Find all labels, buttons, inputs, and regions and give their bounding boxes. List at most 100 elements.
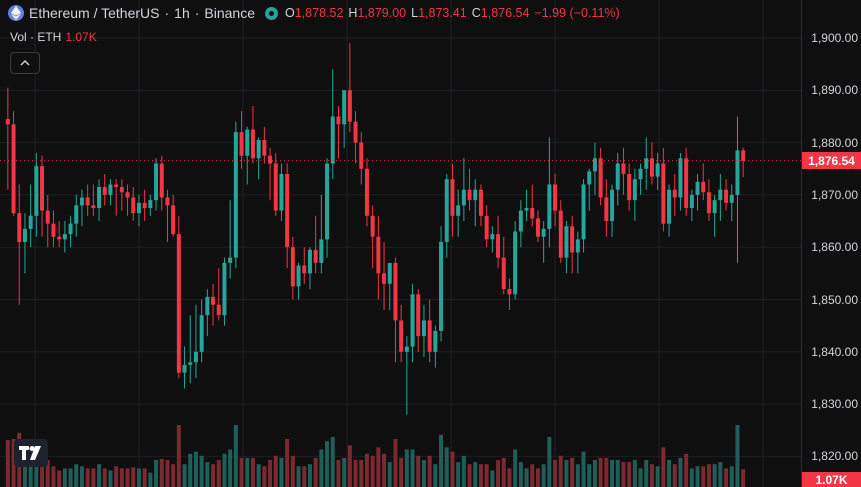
volume-bar xyxy=(119,468,124,487)
market-open-icon[interactable] xyxy=(265,6,278,20)
price-tick-label: 1,870.00 xyxy=(811,187,858,202)
volume-bar xyxy=(136,468,141,487)
volume-legend: Vol · ETH 1.07K xyxy=(10,30,97,44)
volume-bar xyxy=(627,462,632,487)
volume-bar xyxy=(108,470,113,487)
price-tick-label: 1,890.00 xyxy=(811,83,858,98)
volume-bar xyxy=(382,453,387,487)
candle-body xyxy=(205,296,210,316)
candle-body xyxy=(484,215,489,240)
volume-bar xyxy=(490,470,495,487)
candle-body xyxy=(347,90,352,122)
change-value: −1.99 (−0.11%) xyxy=(534,6,620,20)
candle-body xyxy=(393,262,398,321)
candle-body xyxy=(570,226,575,253)
volume-bar xyxy=(632,460,637,487)
candle-body xyxy=(136,202,141,214)
volume-bar xyxy=(285,439,290,487)
volume-bar xyxy=(439,434,444,487)
candle-body xyxy=(302,265,307,274)
candle-body xyxy=(79,197,84,206)
volume-bar xyxy=(695,466,700,487)
volume-bar xyxy=(610,460,615,487)
candle-body xyxy=(171,205,176,235)
volume-bar xyxy=(467,464,472,487)
volume-bar xyxy=(85,468,90,487)
price-tick-label: 1,860.00 xyxy=(811,240,858,255)
volume-bar xyxy=(91,468,96,487)
candle-body xyxy=(684,158,689,208)
candle-body xyxy=(741,150,746,161)
interval-label[interactable]: 1h xyxy=(174,5,190,21)
candle-body xyxy=(108,184,113,195)
volume-bar xyxy=(530,464,535,487)
volume-bar xyxy=(182,464,187,487)
candle-body xyxy=(610,189,615,222)
volume-bar xyxy=(689,468,694,487)
volume-bar xyxy=(325,441,330,487)
candle-body xyxy=(148,200,153,208)
candle-body xyxy=(421,320,426,337)
candle-body xyxy=(507,289,512,295)
candle-body xyxy=(467,189,472,201)
candle-body xyxy=(285,173,290,248)
candle-body xyxy=(68,223,73,235)
candle-body xyxy=(410,294,415,347)
candle-body xyxy=(530,207,535,219)
candle-body xyxy=(142,202,147,208)
volume-bar xyxy=(290,455,295,487)
volume-bar xyxy=(176,425,181,487)
candle-body xyxy=(615,163,620,190)
candle-body xyxy=(17,213,22,242)
price-tick-label: 1,850.00 xyxy=(811,292,858,307)
volume-bar xyxy=(729,466,734,487)
low-value: L1,873.41 xyxy=(411,6,467,20)
volume-bar xyxy=(393,439,398,487)
collapse-legend-button[interactable] xyxy=(10,52,40,74)
volume-bar xyxy=(22,456,27,487)
volume-bar xyxy=(518,462,523,487)
volume-bar xyxy=(114,466,119,487)
candle-body xyxy=(416,294,421,337)
symbol-name[interactable]: Ethereum / TetherUS xyxy=(29,5,160,21)
candle-body xyxy=(193,351,198,363)
candle-body xyxy=(22,228,27,242)
volume-bar xyxy=(667,460,672,487)
candle-body xyxy=(513,231,518,295)
volume-bar xyxy=(581,451,586,487)
candle-body xyxy=(444,179,449,242)
candle-body xyxy=(655,163,660,177)
candles xyxy=(5,43,746,415)
candle-body xyxy=(290,247,295,287)
volume-bar xyxy=(513,449,518,487)
candle-body xyxy=(587,171,592,185)
candle-body xyxy=(74,205,79,224)
volume-bar xyxy=(541,464,546,487)
volume-bar xyxy=(547,436,552,487)
volume-bar xyxy=(399,457,404,487)
volume-bar xyxy=(68,468,73,487)
candle-body xyxy=(695,181,700,195)
candle-body xyxy=(729,194,734,203)
candle-body xyxy=(199,315,204,352)
candle-body xyxy=(34,166,39,216)
volume-bar xyxy=(193,451,198,487)
volume-bar xyxy=(165,460,170,487)
candle-body xyxy=(131,197,136,214)
tradingview-logo-icon[interactable] xyxy=(14,439,48,467)
candle-body xyxy=(91,205,96,208)
volume-value: 1.07K xyxy=(65,30,97,44)
candle-body xyxy=(262,139,267,156)
volume-bar xyxy=(535,468,540,487)
volume-bar xyxy=(592,460,597,487)
candle-body xyxy=(336,116,341,125)
volume-bar xyxy=(416,455,421,487)
candle-body xyxy=(211,296,216,305)
candle-body xyxy=(456,205,461,216)
price-scale[interactable]: 1,900.00 1,890.00 1,880.00 1,870.00 1,860.00… xyxy=(801,0,861,487)
candle-body xyxy=(581,184,586,240)
volume-bar xyxy=(336,460,341,487)
candle-body xyxy=(564,226,569,258)
volume-bar xyxy=(724,468,729,487)
